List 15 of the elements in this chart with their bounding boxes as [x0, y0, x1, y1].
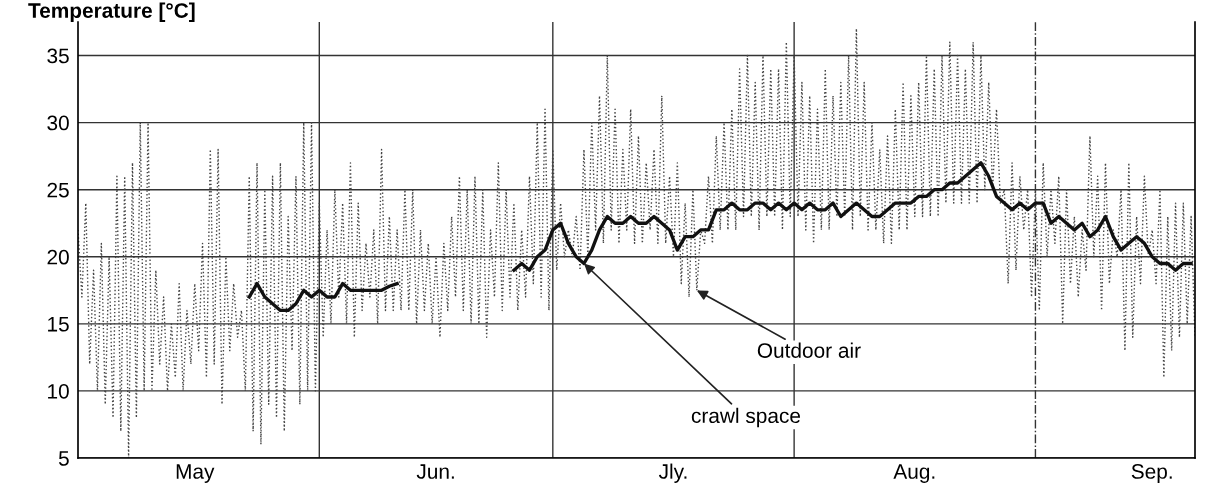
y-tick-label: 10 [48, 383, 69, 399]
y-tick-label: 5 [58, 451, 69, 466]
y-tick-label: 25 [47, 182, 69, 198]
y-tick-label: 15 [48, 317, 69, 332]
x-tick-label: Jun. [416, 464, 454, 479]
y-tick-label: 30 [47, 115, 69, 131]
x-tick-label: Aug. [893, 464, 935, 483]
x-tick-label: Sep. [1131, 464, 1172, 483]
y-axis-title: Temperature [°C] [28, 2, 195, 22]
y-tick-label: 35 [47, 48, 69, 64]
x-tick-label: May [176, 464, 215, 483]
annotation: Outdoor air [757, 342, 861, 358]
annotation: crawl space [691, 407, 801, 428]
y-tick-label: 20 [47, 249, 69, 265]
x-tick-label: Jly. [658, 463, 687, 483]
